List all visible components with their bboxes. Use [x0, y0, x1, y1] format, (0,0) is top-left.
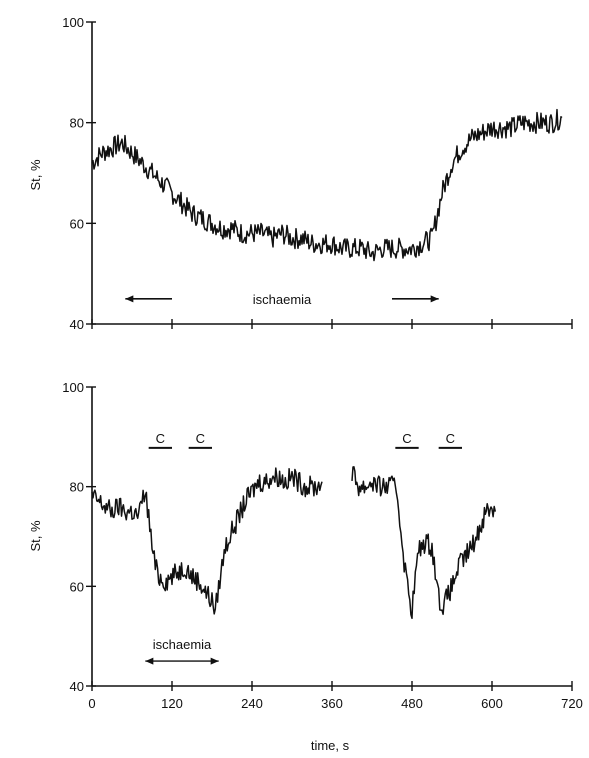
y-tick-label: 60 [70, 579, 84, 594]
series-line [91, 467, 323, 615]
ischaemia-label: ischaemia [153, 637, 212, 652]
top-panel: St, % 40 60 80 100 ischaemia [28, 15, 573, 332]
y-tick-label: 100 [62, 380, 84, 395]
y-tick-label: 60 [70, 216, 84, 231]
y-axis-label-bottom: St, % [28, 520, 43, 552]
arrowhead-right [210, 657, 219, 665]
c-label: C [402, 431, 411, 446]
x-tick-label: 240 [241, 696, 263, 711]
c-label: C [446, 431, 455, 446]
x-tick-label: 0 [88, 696, 95, 711]
y-tick-label: 100 [62, 15, 84, 30]
y-tick-label: 80 [70, 480, 84, 495]
x-tick-label: 120 [161, 696, 183, 711]
arrowhead-left [145, 657, 154, 665]
ischaemia-label: ischaemia [253, 292, 312, 307]
y-tick-label: 40 [70, 317, 84, 332]
series-line [351, 466, 497, 620]
y-tick-label: 40 [70, 679, 84, 694]
c-label: C [196, 431, 205, 446]
x-tick-label: 480 [401, 696, 423, 711]
bottom-panel: St, % 40 60 80 100 0 120 240 360 480 600 720 ischa… [28, 380, 583, 753]
x-tick-label: 720 [561, 696, 583, 711]
arrowhead-right [430, 295, 439, 303]
x-tick-label: 360 [321, 696, 343, 711]
x-tick-label: 600 [481, 696, 503, 711]
c-label: C [156, 431, 165, 446]
y-axis-label-top: St, % [28, 159, 43, 191]
series-line [91, 108, 563, 262]
y-tick-label: 80 [70, 116, 84, 131]
arrowhead-left [125, 295, 134, 303]
x-axis-label: time, s [311, 738, 350, 753]
